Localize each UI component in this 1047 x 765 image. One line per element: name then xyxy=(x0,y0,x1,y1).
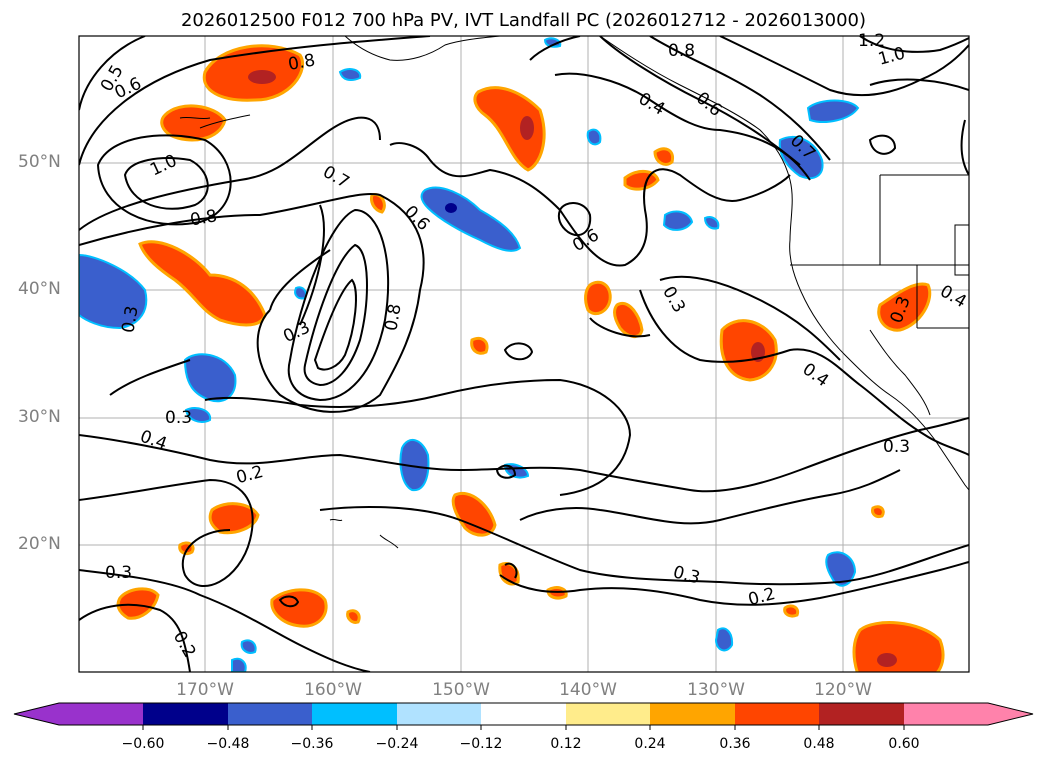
contour-label: 0.8 xyxy=(287,51,317,75)
pv-contours xyxy=(79,36,969,672)
longitude-label: 120°W xyxy=(814,680,872,700)
contour-label: 0.2 xyxy=(234,462,265,488)
latitude-label: 50°N xyxy=(18,152,61,172)
longitude-label: 170°W xyxy=(176,680,234,700)
colorbar-swatch xyxy=(228,703,312,725)
colorbar-tick-label: 0.12 xyxy=(550,736,582,752)
contour-label: 1.0 xyxy=(147,151,180,181)
colorbar-tick-label: −0.48 xyxy=(206,736,250,752)
contour-label: 0.3 xyxy=(165,408,192,428)
contour-label: 1.2 xyxy=(858,31,885,51)
colorbar-tick-label: −0.36 xyxy=(290,736,334,752)
contour-label: 0.4 xyxy=(799,359,833,391)
colorbar-swatch xyxy=(481,703,566,725)
contour-label: 0.8 xyxy=(668,41,695,61)
colorbar-tick-label: −0.60 xyxy=(121,736,165,752)
contour-label: 0.7 xyxy=(319,162,352,193)
colorbar-tick-label: 0.24 xyxy=(634,736,666,752)
latitude-label: 30°N xyxy=(18,407,61,427)
plot-frame xyxy=(78,35,970,673)
colorbar-swatch xyxy=(819,703,904,725)
longitude-label: 140°W xyxy=(559,680,617,700)
colorbar-swatch xyxy=(14,703,143,725)
contour-label: 0.3 xyxy=(105,563,132,583)
longitude-label: 160°W xyxy=(304,680,362,700)
colorbar-swatch xyxy=(650,703,735,725)
contour-label: 0.4 xyxy=(936,281,969,312)
colorbar-swatch xyxy=(143,703,228,725)
colorbar-tick-label: 0.48 xyxy=(803,736,835,752)
positive-ivt-patches xyxy=(116,44,945,672)
longitude-label: 150°W xyxy=(432,680,490,700)
contour-label: 0.3 xyxy=(658,283,689,316)
contour-label: 0.3 xyxy=(671,562,702,588)
colorbar-tick-label: −0.12 xyxy=(459,736,503,752)
colorbar-swatch xyxy=(735,703,819,725)
contour-label: 0.3 xyxy=(883,437,910,457)
colorbar-tick-label: 0.36 xyxy=(719,736,751,752)
latitude-label: 20°N xyxy=(18,534,61,554)
contour-label: 0.8 xyxy=(381,302,405,332)
colorbar-swatch xyxy=(904,703,1033,725)
longitude-label: 130°W xyxy=(687,680,745,700)
colorbar-outline xyxy=(13,702,1034,726)
contour-label: 0.3 xyxy=(118,304,142,334)
contour-label: 0.8 xyxy=(189,206,219,230)
contour-label: 0.2 xyxy=(746,584,777,610)
colorbar xyxy=(13,702,1034,730)
negative-ivt-patches xyxy=(79,37,860,672)
contour-label: 0.2 xyxy=(169,628,200,661)
colorbar-tick-label: 0.60 xyxy=(888,736,920,752)
contour-label: 0.3 xyxy=(280,317,313,347)
colorbar-swatch xyxy=(312,703,397,725)
colorbar-swatch xyxy=(397,703,481,725)
colorbar-swatch xyxy=(566,703,650,725)
latitude-label: 40°N xyxy=(18,279,61,299)
coastlines xyxy=(179,36,969,549)
colorbar-tick-label: −0.24 xyxy=(375,736,419,752)
map-title: 2026012500 F012 700 hPa PV, IVT Landfall… xyxy=(180,10,867,31)
